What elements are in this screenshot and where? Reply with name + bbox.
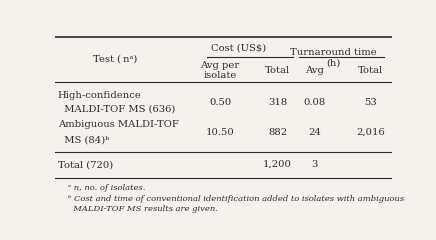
- Text: 24: 24: [308, 128, 321, 137]
- Text: 10.50: 10.50: [206, 128, 235, 137]
- Text: Total: Total: [265, 66, 290, 75]
- Text: High-confidence: High-confidence: [58, 91, 142, 100]
- Text: Avg per
isolate: Avg per isolate: [201, 61, 240, 80]
- Text: 0.50: 0.50: [209, 98, 231, 107]
- Text: 53: 53: [364, 98, 377, 107]
- Text: 318: 318: [268, 98, 287, 107]
- Text: Test ( nᵃ): Test ( nᵃ): [93, 55, 137, 64]
- Text: 3: 3: [311, 160, 318, 169]
- Text: Ambiguous MALDI-TOF: Ambiguous MALDI-TOF: [58, 120, 179, 129]
- Text: 882: 882: [268, 128, 287, 137]
- Text: ᵇ Cost and time of conventional identification added to isolates with ambiguous: ᵇ Cost and time of conventional identifi…: [68, 195, 404, 203]
- Text: ᵃ n, no. of isolates.: ᵃ n, no. of isolates.: [68, 184, 145, 192]
- Text: MALDI-TOF MS results are given.: MALDI-TOF MS results are given.: [68, 205, 218, 213]
- Text: Cost (US$): Cost (US$): [211, 44, 266, 53]
- Text: Avg: Avg: [305, 66, 324, 75]
- Text: 1,200: 1,200: [263, 160, 292, 169]
- Text: Total (720): Total (720): [58, 160, 113, 169]
- Text: MALDI-TOF MS (636): MALDI-TOF MS (636): [58, 105, 175, 114]
- Text: Turnaround time
(h): Turnaround time (h): [290, 48, 377, 67]
- Text: 0.08: 0.08: [303, 98, 326, 107]
- Text: MS (84)ᵇ: MS (84)ᵇ: [58, 135, 109, 144]
- Text: 2,016: 2,016: [356, 128, 385, 137]
- Text: Total: Total: [358, 66, 383, 75]
